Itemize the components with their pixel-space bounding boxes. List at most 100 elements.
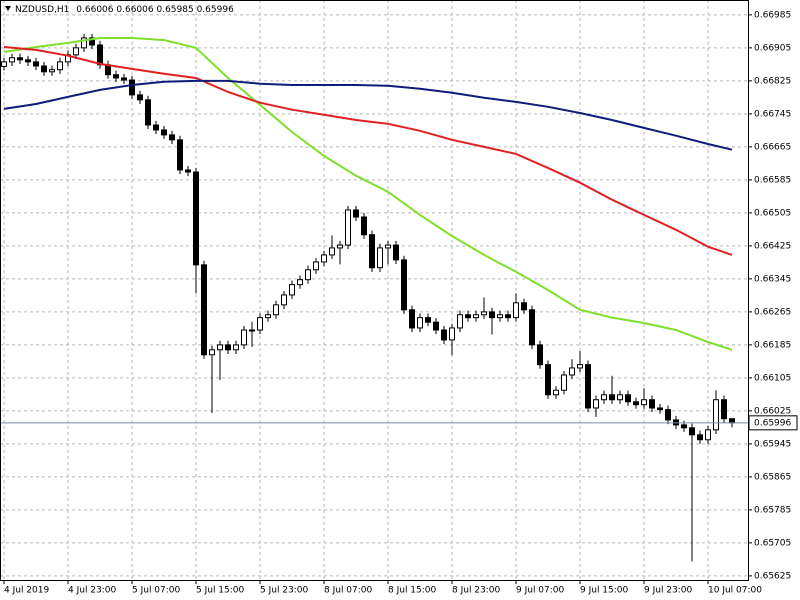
y-tick-label: 0.65705 xyxy=(754,538,791,548)
candle-body xyxy=(305,269,311,281)
current-price-box xyxy=(748,415,798,431)
candle-body xyxy=(241,329,247,346)
candle-body xyxy=(449,327,455,341)
x-tick-label: 9 Jul 07:00 xyxy=(516,586,565,596)
candle-body xyxy=(481,311,487,316)
candle-body xyxy=(457,314,463,329)
candle-body xyxy=(129,79,135,96)
candle-body xyxy=(505,314,511,319)
candle-body xyxy=(289,284,295,296)
candle-body xyxy=(281,294,287,306)
candle-body xyxy=(521,302,527,311)
candle-body xyxy=(25,59,31,63)
candle-body xyxy=(537,344,543,366)
candle-body xyxy=(641,399,647,406)
candle-body xyxy=(465,314,471,319)
y-tick-label: 0.66505 xyxy=(754,208,791,218)
candle-body xyxy=(113,74,119,79)
candle-body xyxy=(41,65,47,73)
y-tick-label: 0.66425 xyxy=(754,241,791,251)
y-tick-label: 0.65625 xyxy=(754,571,791,581)
candle-body xyxy=(553,389,559,396)
y-tick-label: 0.65945 xyxy=(754,439,791,449)
candle-body xyxy=(233,344,239,351)
candle-body xyxy=(441,329,447,341)
candle-body xyxy=(585,364,591,409)
candle-body xyxy=(393,244,399,261)
candle-body xyxy=(145,99,151,126)
candle-body xyxy=(1,61,7,67)
candle-body xyxy=(369,234,375,269)
candle-body xyxy=(321,254,327,263)
candle-body xyxy=(153,124,159,131)
candle-body xyxy=(657,407,663,411)
candle-body xyxy=(513,302,519,319)
moving-average xyxy=(3,79,733,151)
candle-body xyxy=(633,401,639,406)
candle-body xyxy=(353,209,359,218)
candle-body xyxy=(569,367,575,376)
candle-body xyxy=(89,37,95,46)
candle-body xyxy=(177,139,183,171)
candle-body xyxy=(297,279,303,286)
x-tick-label: 5 Jul 15:00 xyxy=(196,586,245,596)
candle-body xyxy=(497,314,503,319)
candle-body xyxy=(377,247,383,269)
candle-body xyxy=(417,317,423,329)
y-tick-label: 0.66985 xyxy=(754,10,791,20)
candle-body xyxy=(681,424,687,429)
candle-body xyxy=(593,399,599,409)
y-tick-label: 0.66585 xyxy=(754,175,791,185)
candle-body xyxy=(217,344,223,351)
candle-body xyxy=(361,216,367,236)
plot-frame xyxy=(0,0,749,581)
y-tick-label: 0.66265 xyxy=(754,307,791,317)
candle-body xyxy=(185,169,191,173)
candle-body xyxy=(169,134,175,141)
y-tick-label: 0.66825 xyxy=(754,76,791,86)
header-open: 0.66006 xyxy=(76,5,113,15)
candle-body xyxy=(33,61,39,67)
current-price-label: 0.65996 xyxy=(754,418,791,428)
x-tick-label: 8 Jul 23:00 xyxy=(452,586,501,596)
candle-body xyxy=(409,309,415,329)
candle-body xyxy=(425,317,431,323)
y-tick-label: 0.66105 xyxy=(754,373,791,383)
candle-body xyxy=(697,434,703,441)
header: NZDUSD,H1 0.66006 0.66006 0.65985 0.6599… xyxy=(15,5,234,15)
candle-body xyxy=(337,244,343,249)
header-close: 0.65996 xyxy=(197,5,234,15)
candle-body xyxy=(385,244,391,249)
candle-body xyxy=(601,394,607,401)
candle-body xyxy=(329,247,335,256)
candle-body xyxy=(161,129,167,136)
candle-body xyxy=(57,61,63,71)
x-tick-label: 8 Jul 15:00 xyxy=(388,586,437,596)
plot xyxy=(0,33,748,562)
candle-body xyxy=(265,314,271,319)
x-tick-label: 8 Jul 07:00 xyxy=(324,586,373,596)
candle-body xyxy=(561,374,567,391)
candle-body xyxy=(609,394,615,401)
candle-body xyxy=(9,57,15,63)
candle-body xyxy=(257,317,263,331)
y-tick-label: 0.66745 xyxy=(754,109,791,119)
y-tick-label: 0.66345 xyxy=(754,274,791,284)
candle-body xyxy=(529,309,535,346)
y-tick-label: 0.66665 xyxy=(754,142,791,152)
candle-body xyxy=(473,314,479,319)
symbol-icon xyxy=(5,6,11,11)
candle-body xyxy=(345,209,351,246)
x-tick-label: 5 Jul 23:00 xyxy=(260,586,309,596)
candle-body xyxy=(617,394,623,401)
candle-body xyxy=(705,429,711,441)
candle-body xyxy=(193,171,199,266)
x-tick-label: 5 Jul 07:00 xyxy=(132,586,181,596)
candle-body xyxy=(97,44,103,66)
candle-body xyxy=(729,418,735,424)
candle-body xyxy=(625,394,631,403)
candle-body xyxy=(665,409,671,421)
x-tick-label: 9 Jul 23:00 xyxy=(644,586,693,596)
candle-body xyxy=(73,47,79,56)
